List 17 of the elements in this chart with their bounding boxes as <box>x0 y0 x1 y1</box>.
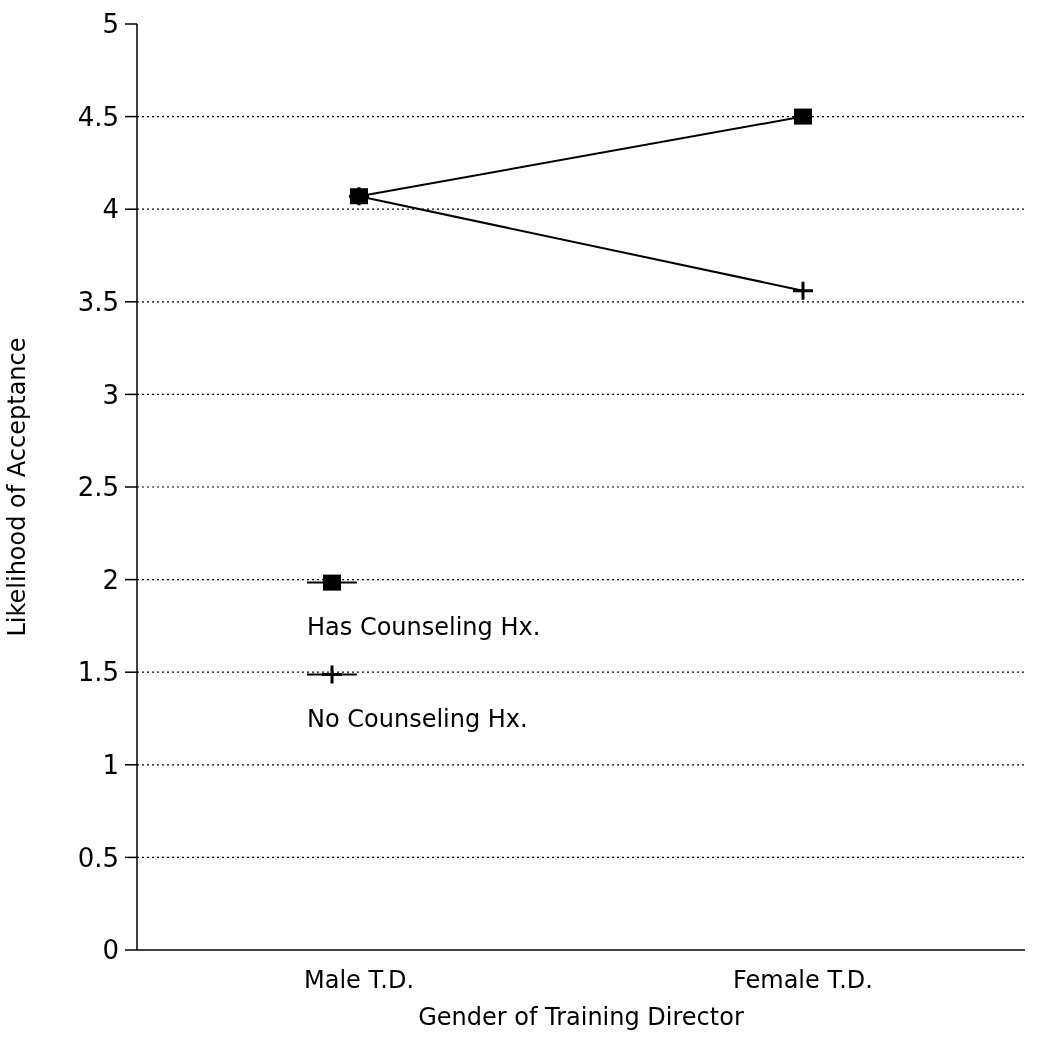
x-tick-label: Female T.D. <box>733 966 873 994</box>
y-tick-label: 0 <box>102 935 119 966</box>
y-tick-label: 3.5 <box>77 286 119 317</box>
y-tick-label: 4.5 <box>77 101 119 132</box>
legend-label: No Counseling Hx. <box>307 704 528 733</box>
y-tick-label: 4 <box>102 194 119 225</box>
y-tick-label: 1 <box>102 749 119 780</box>
y-tick-label: 2 <box>102 564 119 595</box>
legend-label: Has Counseling Hx. <box>307 612 541 641</box>
y-tick-label: 3 <box>102 379 119 410</box>
x-axis-title: Gender of Training Director <box>418 1003 744 1031</box>
y-tick-label: 5 <box>102 9 119 40</box>
x-tick-label: Male T.D. <box>303 966 415 994</box>
y-tick-label: 1.5 <box>77 657 119 688</box>
y-tick-label: 2.5 <box>77 472 119 503</box>
y-tick-label: 0.5 <box>77 842 119 873</box>
y-axis-title: Likelihood of Acceptance <box>3 337 31 637</box>
